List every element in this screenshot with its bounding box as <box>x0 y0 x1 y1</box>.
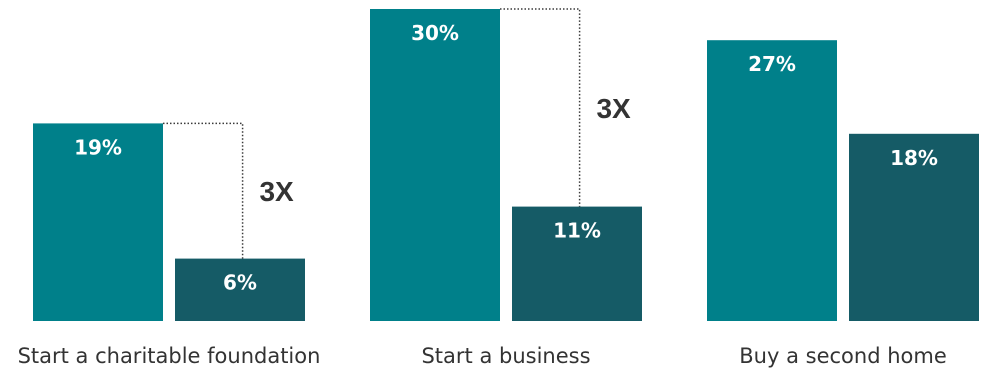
bar-buy-a-second-home-series-1 <box>707 40 837 321</box>
category-label-buy-a-second-home: Buy a second home <box>739 344 946 368</box>
data-label-buy-a-second-home-series-1: 27% <box>748 52 796 76</box>
category-label-start-a-charitable-foundation: Start a charitable foundation <box>18 344 321 368</box>
connector-line-2 <box>500 8 581 207</box>
category-label-start-a-business: Start a business <box>421 344 590 368</box>
connector-line-1 <box>163 122 244 259</box>
multiplier-label-2: 3X <box>596 93 631 124</box>
data-label-start-a-business-series-2: 11% <box>553 219 601 243</box>
data-label-start-a-business-series-1: 30% <box>411 21 459 45</box>
multiplier-label-1: 3X <box>259 176 294 207</box>
labels-layer: 19% 6% Start a charitable foundation 30% 11%… <box>18 21 947 368</box>
bar-start-a-charitable-foundation-series-2 <box>175 258 305 321</box>
bar-start-a-business-series-2 <box>512 206 642 321</box>
bar-start-a-business-series-1 <box>370 9 500 321</box>
data-label-start-a-charitable-foundation-series-2: 6% <box>223 271 257 295</box>
bars-layer <box>33 9 979 322</box>
bar-buy-a-second-home-series-2 <box>849 133 979 321</box>
connectors-layer <box>163 8 581 259</box>
data-label-start-a-charitable-foundation-series-1: 19% <box>74 135 122 159</box>
data-label-buy-a-second-home-series-2: 18% <box>890 146 938 170</box>
bar-start-a-charitable-foundation-series-1 <box>33 123 163 322</box>
